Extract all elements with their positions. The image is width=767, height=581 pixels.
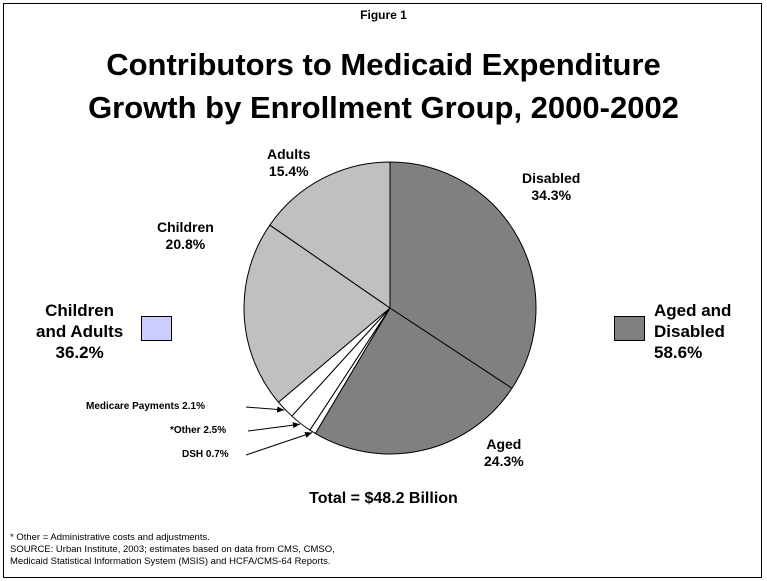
group-label-aged-disabled: Aged and Disabled 58.6% — [654, 301, 732, 362]
leader-line-other-arrowhead — [292, 422, 300, 429]
group-label-children-adults: Children and Adults 36.2% — [36, 301, 124, 362]
legend-swatch-children-adults — [141, 316, 172, 341]
chart-title-line-1: Contributors to Medicaid Expenditure — [106, 47, 661, 82]
slice-label-children: Children 20.8% — [157, 219, 214, 252]
leader-line-medicare-payments-arrowhead — [276, 406, 285, 413]
chart-title-line-2: Growth by Enrollment Group, 2000-2002 — [88, 90, 679, 125]
footnote-source-1: SOURCE: Urban Institute, 2003; estimates… — [10, 544, 335, 555]
slice-label-aged: Aged 24.3% — [484, 436, 524, 469]
footnotes: * Other = Administrative costs and adjus… — [10, 532, 335, 568]
slice-label-other: *Other 2.5% — [170, 425, 227, 436]
legend-swatch-aged-disabled — [614, 316, 645, 341]
pie-slice-adults — [269, 161, 391, 309]
total-label: Total = $48.2 Billion — [309, 490, 458, 507]
footnote-other: * Other = Administrative costs and adjus… — [10, 532, 210, 543]
slice-label-medicare-payments: Medicare Payments 2.1% — [86, 401, 205, 412]
figure-label: Figure 1 — [360, 8, 407, 22]
leader-line-dsh — [245, 432, 313, 456]
leader-line-other — [247, 423, 301, 432]
slice-label-dsh: DSH 0.7% — [182, 449, 229, 460]
leader-line-dsh-arrowhead — [304, 432, 313, 438]
slice-label-disabled: Disabled 34.3% — [522, 170, 581, 203]
pie-slice-children — [243, 224, 391, 403]
pie-slice-aged — [314, 307, 513, 455]
slice-label-adults: Adults 15.4% — [267, 146, 311, 179]
footnote-source-2: Medicaid Statistical Information System … — [10, 556, 331, 567]
